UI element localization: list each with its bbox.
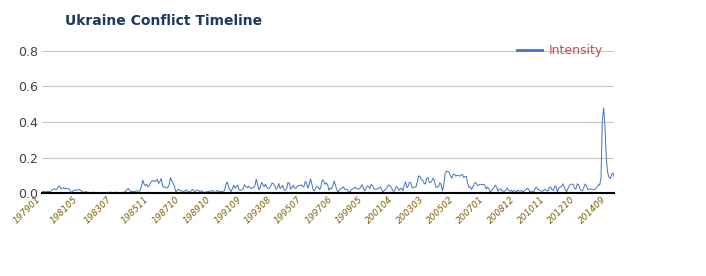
Intensity [38,190,47,193]
Intensity [610,175,618,179]
Intensity [173,189,181,192]
Intensity [285,182,294,185]
Intensity [304,186,312,190]
Intensity [92,192,101,195]
Intensity [85,191,94,194]
Line: Intensity: Intensity [42,108,614,193]
Intensity [392,185,400,188]
Legend: Intensity: Intensity [513,39,608,62]
Intensity [599,106,608,110]
Text: Ukraine Conflict Timeline: Ukraine Conflict Timeline [65,14,263,28]
Intensity [383,186,391,189]
